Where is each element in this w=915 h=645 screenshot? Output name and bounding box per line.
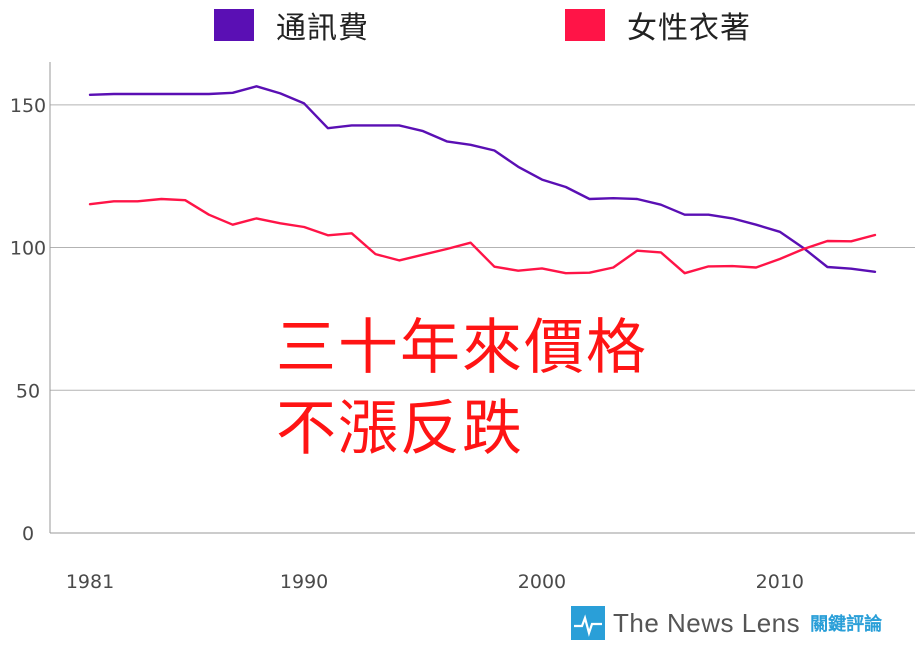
brand-name: The News Lens — [613, 607, 801, 638]
y-tick-label-100: 100 — [10, 238, 46, 260]
y-tick-label-50: 50 — [16, 380, 40, 402]
headline-line-2: 不漲反跌 — [276, 394, 524, 464]
legend-item-women-clothing: 女性衣著 — [565, 5, 751, 46]
series-line-2 — [88, 197, 877, 275]
legend-swatch — [565, 9, 605, 41]
legend-item-communication: 通訊費 — [214, 5, 369, 46]
series-lines — [88, 85, 877, 275]
x-tick-label-1990: 1990 — [280, 571, 328, 593]
x-tick-label-1981: 1981 — [66, 571, 114, 593]
legend-label: 通訊費 — [276, 11, 369, 46]
y-tick-label-0: 0 — [22, 523, 34, 545]
legend-label: 女性衣著 — [627, 11, 751, 46]
y-axis-ticks: 0 50 100 150 — [10, 95, 46, 545]
pulse-wave-icon — [571, 606, 605, 640]
brand-name-zh: 關鍵評論 — [810, 614, 883, 635]
y-tick-label-150: 150 — [10, 95, 46, 117]
brand-logo: The News Lens 關鍵評論 — [571, 605, 882, 641]
series-line-1 — [88, 85, 877, 273]
x-axis-ticks: 1981 1990 2000 2010 — [66, 571, 804, 593]
x-tick-label-2000: 2000 — [518, 571, 566, 593]
grid-lines — [50, 104, 915, 391]
headline-line-1: 三十年來價格 — [276, 313, 648, 383]
x-tick-label-2010: 2010 — [756, 571, 804, 593]
plot-frame — [49, 62, 915, 534]
legend-swatch — [214, 9, 254, 41]
